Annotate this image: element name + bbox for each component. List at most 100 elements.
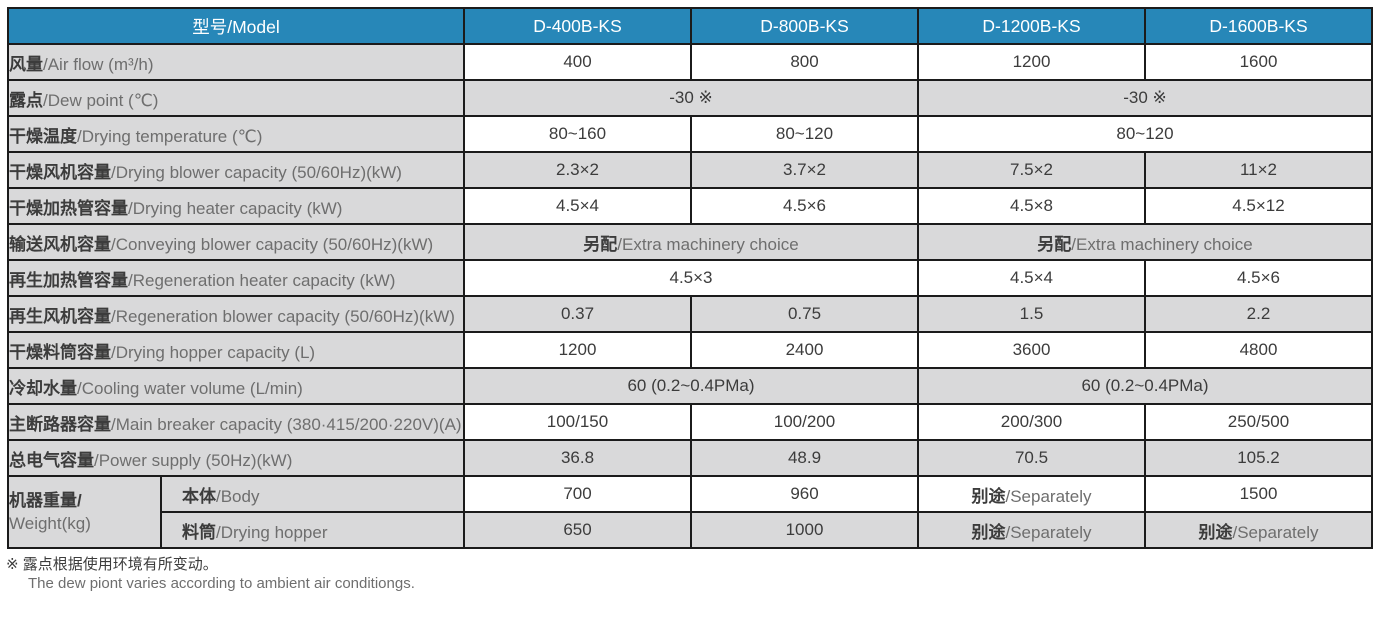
value-cell: 别途/Separately (917, 511, 1146, 549)
value-cell: 700 (463, 475, 692, 513)
value-cell: 3.7×2 (690, 151, 919, 189)
value-cell: 60 (0.2~0.4PMa) (463, 367, 919, 405)
value-cell: 36.8 (463, 439, 692, 477)
value-cell: 4.5×4 (917, 259, 1146, 297)
value-cell: 800 (690, 43, 919, 81)
value-cell: 200/300 (917, 403, 1146, 441)
spec-row: 干燥加热管容量/Drying heater capacity (kW) 4.5×4… (7, 187, 1373, 225)
label-zh: 冷却水量 (9, 378, 77, 398)
label-zh: 别途 (971, 486, 1006, 506)
spec-row: 干燥温度/Drying temperature (℃) 80~160 80~120 8… (7, 115, 1373, 153)
spec-table: 型号/Model D-400B-KS D-800B-KS D-1200B-KS D-16… (7, 7, 1373, 549)
value-cell: -30 ※ (463, 79, 919, 117)
spec-row: 露点/Dew point (℃) -30 ※ -30 ※ (7, 79, 1373, 117)
label-en: /Air flow (m³/h) (43, 54, 154, 74)
row-label: 冷却水量/Cooling water volume (L/min) (7, 367, 465, 405)
value-cell: 1200 (463, 331, 692, 369)
label-en: /Main breaker capacity (380·415/200·220V… (111, 414, 462, 434)
value-cell: 4.5×4 (463, 187, 692, 225)
value-cell: 0.75 (690, 295, 919, 333)
value-cell: 100/150 (463, 403, 692, 441)
label-en: /Regeneration blower capacity (50/60Hz)(… (111, 306, 455, 326)
row-label: 干燥加热管容量/Drying heater capacity (kW) (7, 187, 465, 225)
label-en: /Extra machinery choice (1071, 234, 1253, 254)
row-label: 干燥温度/Drying temperature (℃) (7, 115, 465, 153)
label-en: /Cooling water volume (L/min) (77, 378, 303, 398)
label-en: /Extra machinery choice (617, 234, 799, 254)
label-zh: 别途 (1198, 522, 1233, 542)
label-zh: 干燥加热管容量 (9, 198, 128, 218)
row-sub-label: 料筒/Drying hopper (160, 511, 465, 549)
value-cell: 1.5 (917, 295, 1146, 333)
spec-row: 机器重量/Weight(kg) 本体/Body 700 960 别途/Separatel… (7, 475, 1373, 549)
value-cell: 3600 (917, 331, 1146, 369)
label-zh: 露点 (9, 90, 43, 110)
value-cell: 另配/Extra machinery choice (463, 223, 919, 261)
spec-row: 再生风机容量/Regeneration blower capacity (50/… (7, 295, 1373, 333)
label-en: /Dew point (℃) (43, 90, 159, 110)
value-cell: 48.9 (690, 439, 919, 477)
row-label: 风量/Air flow (m³/h) (7, 43, 465, 81)
row-label: 再生风机容量/Regeneration blower capacity (50/… (7, 295, 465, 333)
reference-mark: ※ (6, 556, 19, 573)
label-en: /Drying temperature (℃) (77, 126, 263, 146)
model-header-d-1600b-ks: D-1600B-KS (1144, 7, 1373, 45)
value-cell: 11×2 (1144, 151, 1373, 189)
value-cell: 100/200 (690, 403, 919, 441)
row-label: 干燥风机容量/Drying blower capacity (50/60Hz)(… (7, 151, 465, 189)
label-zh: 风量 (9, 54, 43, 74)
row-label: 再生加热管容量/Regeneration heater capacity (kW… (7, 259, 465, 297)
row-sub-label: 本体/Body (160, 475, 465, 513)
value-cell: -30 ※ (917, 79, 1373, 117)
model-header-d-1200b-ks: D-1200B-KS (917, 7, 1146, 45)
footnote: ※ 露点根据使用环境有所变动。 The dew piont varies acc… (6, 556, 1378, 592)
model-label-header: 型号/Model (7, 7, 465, 45)
model-header-d-400b-ks: D-400B-KS (463, 7, 692, 45)
value-cell: 另配/Extra machinery choice (917, 223, 1373, 261)
value-cell: 4.5×6 (1144, 259, 1373, 297)
row-label: 总电气容量/Power supply (50Hz)(kW) (7, 439, 465, 477)
value-cell: 别途/Separately (917, 475, 1146, 513)
label-zh: 再生风机容量 (9, 306, 111, 326)
label-en: /Power supply (50Hz)(kW) (94, 450, 293, 470)
row-label: 主断路器容量/Main breaker capacity (380·415/20… (7, 403, 465, 441)
model-header-d-800b-ks: D-800B-KS (690, 7, 919, 45)
value-cell: 2400 (690, 331, 919, 369)
label-en: /Drying blower capacity (50/60Hz)(kW) (111, 162, 402, 182)
value-cell: 7.5×2 (917, 151, 1146, 189)
value-cell: 650 (463, 511, 692, 549)
spec-row: 总电气容量/Power supply (50Hz)(kW) 36.8 48.9 70.… (7, 439, 1373, 477)
value-cell: 80~120 (917, 115, 1373, 153)
label-zh: 干燥温度 (9, 126, 77, 146)
label-en: /Conveying blower capacity (50/60Hz)(kW) (111, 234, 434, 254)
value-cell: 1200 (917, 43, 1146, 81)
row-group-label: 机器重量/Weight(kg) (7, 475, 162, 549)
label-zh: 主断路器容量 (9, 414, 111, 434)
value-cell: 4.5×3 (463, 259, 919, 297)
value-cell: 4.5×12 (1144, 187, 1373, 225)
spec-row: 输送风机容量/Conveying blower capacity (50/60H… (7, 223, 1373, 261)
row-label: 输送风机容量/Conveying blower capacity (50/60H… (7, 223, 465, 261)
label-zh: 另配 (1037, 234, 1072, 254)
spec-row: 干燥风机容量/Drying blower capacity (50/60Hz)(… (7, 151, 1373, 189)
value-cell: 400 (463, 43, 692, 81)
label-en: /Drying heater capacity (kW) (128, 198, 343, 218)
spec-row: 冷却水量/Cooling water volume (L/min) 60 (0.2… (7, 367, 1373, 405)
label-zh: 输送风机容量 (9, 234, 111, 254)
value-cell: 4.5×6 (690, 187, 919, 225)
value-cell: 别途/Separately (1144, 511, 1373, 549)
label-zh: 本体 (182, 486, 216, 506)
label-en: /Separately (1232, 522, 1319, 542)
label-en: /Separately (1005, 486, 1092, 506)
value-cell: 4.5×8 (917, 187, 1146, 225)
spec-row: 料筒/Drying hopper 650 1000 别途/Separately 别途/S… (8, 511, 1373, 549)
value-cell: 105.2 (1144, 439, 1373, 477)
label-en: /Drying hopper (216, 522, 328, 542)
footnote-zh-text: 露点根据使用环境有所变动。 (22, 556, 218, 573)
value-cell: 2.3×2 (463, 151, 692, 189)
label-zh: 再生加热管容量 (9, 270, 128, 290)
label-en: Weight(kg) (9, 514, 91, 533)
label-zh: 别途 (971, 522, 1006, 542)
label-en: /Regeneration heater capacity (kW) (128, 270, 396, 290)
value-cell: 1500 (1144, 475, 1373, 513)
